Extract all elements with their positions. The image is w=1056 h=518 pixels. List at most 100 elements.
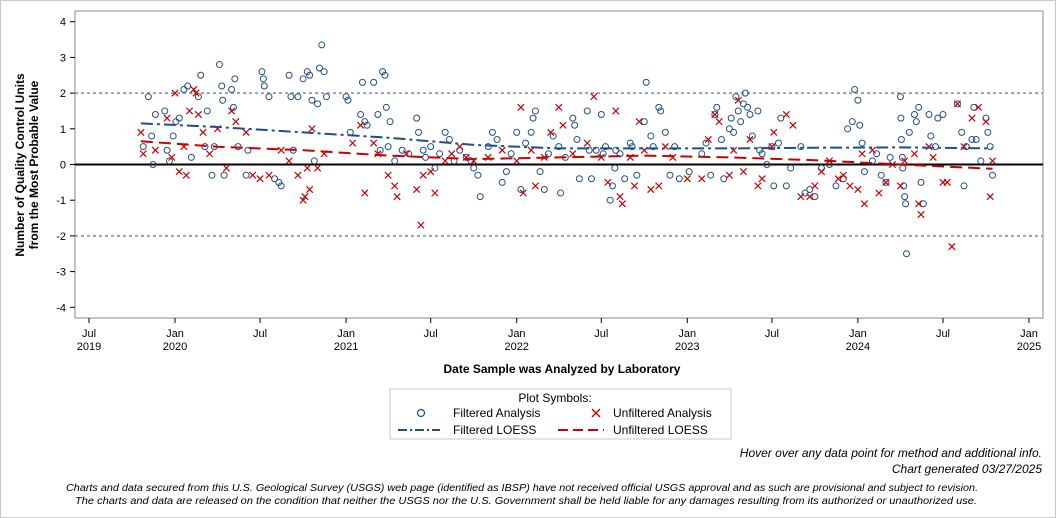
filtered-point: [612, 146, 620, 154]
filtered-point: [308, 96, 316, 104]
unfiltered-point: [860, 200, 869, 208]
filtered-point: [215, 61, 223, 69]
filtered-point: [606, 196, 614, 204]
y-axis-title-line-2: from the Most Probable Value: [27, 80, 41, 249]
unfiltered-point: [834, 175, 842, 183]
unfiltered-point: [968, 114, 976, 122]
unfiltered-point: [182, 171, 190, 179]
unfiltered-point: [384, 171, 392, 179]
unfiltered-point: [190, 85, 198, 94]
filtered-point: [470, 164, 478, 172]
filtered-point: [536, 168, 544, 176]
unfiltered-point: [746, 135, 754, 144]
unfiltered-point: [232, 118, 240, 126]
unfiltered-point: [199, 128, 207, 136]
x-tick-label: Jan: [337, 328, 355, 340]
unfiltered-point: [929, 153, 937, 161]
unfiltered-point: [590, 93, 598, 101]
unfiltered-point: [151, 146, 160, 154]
filtered-point: [671, 143, 679, 151]
filtered-point: [529, 114, 537, 122]
filtered-point: [886, 153, 894, 161]
filtered-point: [756, 146, 764, 154]
unfiltered-point: [915, 200, 923, 208]
y-tick-label: 4: [60, 17, 66, 29]
filtered-point: [498, 178, 506, 186]
filtered-point: [303, 68, 311, 76]
unfiltered-point: [301, 193, 309, 201]
filtered-point: [391, 157, 399, 165]
filtered-point: [707, 171, 715, 179]
filtered-point: [513, 128, 521, 136]
filtered-point: [925, 111, 933, 119]
filtered-point: [265, 93, 273, 101]
filtered-point: [427, 143, 435, 151]
filtered-point: [713, 103, 721, 111]
unfiltered-point: [171, 89, 179, 97]
unfiltered-point: [901, 157, 909, 165]
filtered-point: [549, 132, 557, 140]
filtered-point: [628, 143, 636, 151]
x-tick-label: Jul: [594, 328, 608, 340]
filtered-point: [777, 114, 785, 122]
unfiltered-point: [137, 128, 145, 136]
filtered-point: [381, 71, 389, 79]
unfiltered-point: [839, 171, 848, 179]
filtered-point: [370, 78, 378, 86]
filtered-point: [462, 153, 470, 161]
filtered-point: [897, 114, 905, 122]
filtered-point: [585, 146, 593, 154]
filtered-point: [626, 139, 634, 147]
legend-title: Plot Symbols:: [518, 391, 591, 405]
filtered-point: [151, 111, 159, 119]
filtered-point: [851, 86, 859, 94]
filtered-point: [858, 139, 866, 147]
filtered-point: [258, 68, 266, 76]
unfiltered-point: [248, 171, 257, 179]
filtered-point: [575, 175, 583, 183]
unfiltered-point: [519, 189, 527, 197]
filtered-point: [960, 182, 968, 190]
filtered-point: [441, 128, 449, 136]
filtered-point: [910, 111, 918, 119]
unfiltered-point: [413, 185, 421, 194]
unfiltered-point: [299, 196, 307, 204]
unfiltered-point: [739, 168, 748, 176]
unfiltered-point: [806, 193, 814, 201]
filtered-point: [744, 103, 752, 111]
legend-x-marker-icon: [591, 408, 601, 418]
filtered-point: [898, 153, 906, 161]
filtered-point: [476, 193, 484, 201]
filtered-point: [730, 128, 738, 136]
filtered-point: [583, 107, 591, 115]
filtered-point: [149, 161, 157, 168]
filtered-point: [768, 143, 776, 151]
loess-line: [140, 122, 993, 150]
filtered-point: [344, 96, 352, 104]
unfiltered-point: [163, 114, 171, 122]
filtered-point: [228, 86, 236, 94]
unfiltered-point: [725, 171, 733, 179]
filtered-point: [376, 146, 384, 154]
filtered-point: [746, 111, 754, 119]
y-tick-label: -1: [56, 195, 66, 207]
filtered-point: [787, 164, 795, 172]
filtered-point: [702, 139, 710, 147]
filtered-point: [172, 118, 180, 126]
x-tick-year-label: 2019: [77, 341, 101, 353]
filtered-point: [382, 103, 390, 111]
filtered-point: [488, 128, 496, 136]
filtered-point: [493, 136, 501, 144]
unfiltered-point: [896, 182, 905, 190]
unfiltered-point: [910, 150, 919, 158]
unfiltered-point: [569, 150, 577, 158]
filtered-point: [917, 178, 925, 186]
filtered-point: [306, 71, 314, 79]
filtered-point: [986, 143, 994, 151]
filtered-point: [374, 111, 382, 119]
filtered-point: [187, 153, 195, 161]
filtered-point: [502, 168, 510, 176]
x-tick-year-label: 2025: [1017, 341, 1041, 353]
unfiltered-point: [417, 221, 425, 229]
